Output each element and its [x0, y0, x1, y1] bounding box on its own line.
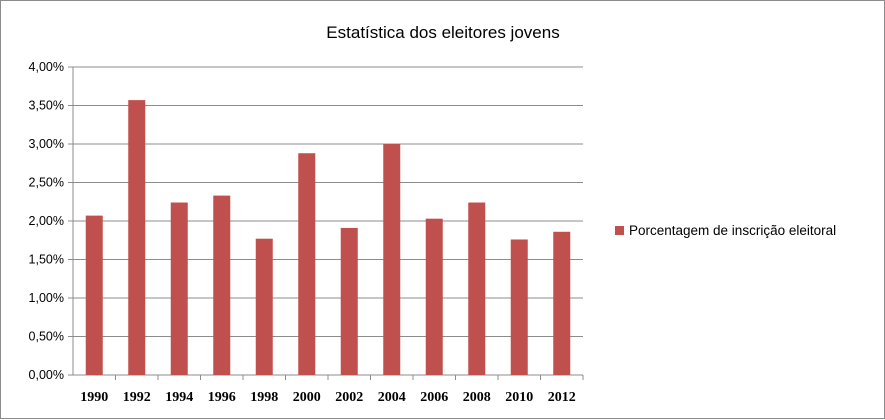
x-tick-label: 1998: [250, 390, 278, 405]
bar: [510, 239, 528, 375]
x-axis-ticks: 1990 1992 1994 1996 1998 2000 2002 2004 2006 2008…: [80, 375, 584, 405]
legend: Porcentagem de inscrição eleitoral: [615, 223, 836, 238]
x-tick-label: 1996: [208, 390, 236, 405]
legend-swatch: [615, 226, 624, 235]
x-tick-label: 2010: [505, 390, 533, 405]
bar: [383, 144, 401, 375]
x-tick-label: 2012: [548, 390, 576, 405]
y-tick-label: 2,50%: [29, 176, 64, 190]
y-tick-label: 0,50%: [29, 330, 64, 344]
x-tick-label: 2006: [420, 390, 448, 405]
chart-title: Estatística dos eleitores jovens: [326, 23, 559, 42]
y-tick-label: 3,00%: [29, 137, 64, 151]
bar: [468, 202, 486, 375]
bar: [170, 202, 188, 375]
y-tick-label: 1,50%: [29, 253, 64, 267]
x-tick-label: 2000: [293, 390, 321, 405]
bar: [298, 153, 316, 375]
x-tick-label: 1990: [80, 390, 108, 405]
x-tick-label: 1994: [165, 390, 193, 405]
y-tick-label: 0,00%: [29, 368, 64, 382]
x-tick-label: 2004: [378, 390, 406, 405]
y-tick-label: 1,00%: [29, 291, 64, 305]
legend-label: Porcentagem de inscrição eleitoral: [629, 223, 836, 238]
bar: [340, 227, 358, 375]
bar: [553, 231, 571, 375]
bar: [213, 195, 231, 375]
y-tick-label: 2,00%: [29, 214, 64, 228]
bar: [85, 215, 103, 375]
gridlines: [73, 66, 583, 337]
bar: [128, 100, 146, 376]
y-tick-label: 4,00%: [29, 60, 64, 74]
x-tick-label: 1992: [123, 390, 151, 405]
y-tick-label: 3,50%: [29, 99, 64, 113]
bar: [425, 218, 443, 375]
x-tick-label: 2002: [335, 390, 363, 405]
y-axis-ticks: 0,00% 0,50% 1,00% 1,50% 2,00% 2,50% 3,00% 3,50%…: [29, 60, 73, 382]
bars: [85, 100, 571, 376]
bar: [255, 238, 273, 375]
x-tick-label: 2008: [463, 390, 491, 405]
